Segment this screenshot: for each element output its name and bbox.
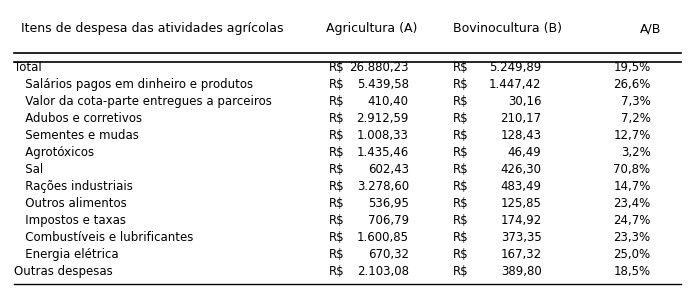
Text: 26,6%: 26,6% <box>613 78 651 91</box>
Text: R$: R$ <box>453 146 468 159</box>
Text: 5.249,89: 5.249,89 <box>489 61 541 74</box>
Text: R$: R$ <box>329 197 344 210</box>
Text: R$: R$ <box>453 95 468 108</box>
Text: Salários pagos em dinheiro e produtos: Salários pagos em dinheiro e produtos <box>14 78 253 91</box>
Text: A/B: A/B <box>640 22 661 35</box>
Text: Bovinocultura (B): Bovinocultura (B) <box>453 22 562 35</box>
Text: Valor da cota-parte entregues a parceiros: Valor da cota-parte entregues a parceiro… <box>14 95 272 108</box>
Text: R$: R$ <box>329 248 344 260</box>
Text: 426,30: 426,30 <box>500 163 541 176</box>
Text: 24,7%: 24,7% <box>613 214 651 227</box>
Text: Combustíveis e lubrificantes: Combustíveis e lubrificantes <box>14 231 193 244</box>
Text: 3.278,60: 3.278,60 <box>357 180 409 193</box>
Text: 70,8%: 70,8% <box>614 163 651 176</box>
Text: Agrotóxicos: Agrotóxicos <box>14 146 94 159</box>
Text: R$: R$ <box>453 78 468 91</box>
Text: R$: R$ <box>329 78 344 91</box>
Text: 167,32: 167,32 <box>500 248 541 260</box>
Text: 26.880,23: 26.880,23 <box>350 61 409 74</box>
Text: 373,35: 373,35 <box>501 231 541 244</box>
Text: R$: R$ <box>329 214 344 227</box>
Text: Sementes e mudas: Sementes e mudas <box>14 129 138 142</box>
Text: R$: R$ <box>329 265 344 278</box>
Text: R$: R$ <box>453 180 468 193</box>
Text: R$: R$ <box>329 129 344 142</box>
Text: 174,92: 174,92 <box>500 214 541 227</box>
Text: 23,3%: 23,3% <box>614 231 651 244</box>
Text: 14,7%: 14,7% <box>613 180 651 193</box>
Text: Total: Total <box>14 61 42 74</box>
Text: Itens de despesa das atividades agrícolas: Itens de despesa das atividades agrícola… <box>21 22 283 35</box>
Text: Sal: Sal <box>14 163 43 176</box>
Text: Adubos e corretivos: Adubos e corretivos <box>14 112 142 125</box>
Text: 3,2%: 3,2% <box>621 146 651 159</box>
Text: 25,0%: 25,0% <box>614 248 651 260</box>
Text: 125,85: 125,85 <box>500 197 541 210</box>
Text: R$: R$ <box>453 214 468 227</box>
Text: Outros alimentos: Outros alimentos <box>14 197 126 210</box>
Text: 389,80: 389,80 <box>501 265 541 278</box>
Text: 128,43: 128,43 <box>500 129 541 142</box>
Text: Rações industriais: Rações industriais <box>14 180 133 193</box>
Text: 5.439,58: 5.439,58 <box>357 78 409 91</box>
Text: 602,43: 602,43 <box>368 163 409 176</box>
Text: 210,17: 210,17 <box>500 112 541 125</box>
Text: 483,49: 483,49 <box>500 180 541 193</box>
Text: Energia elétrica: Energia elétrica <box>14 248 118 260</box>
Text: 2.912,59: 2.912,59 <box>357 112 409 125</box>
Text: Agricultura (A): Agricultura (A) <box>326 22 417 35</box>
Text: Outras despesas: Outras despesas <box>14 265 113 278</box>
Text: R$: R$ <box>329 180 344 193</box>
Text: 18,5%: 18,5% <box>614 265 651 278</box>
Text: Impostos e taxas: Impostos e taxas <box>14 214 126 227</box>
Text: R$: R$ <box>453 163 468 176</box>
Text: 12,7%: 12,7% <box>613 129 651 142</box>
Text: 7,2%: 7,2% <box>621 112 651 125</box>
Text: R$: R$ <box>329 146 344 159</box>
Text: R$: R$ <box>329 61 344 74</box>
Text: R$: R$ <box>329 95 344 108</box>
Text: 1.008,33: 1.008,33 <box>357 129 409 142</box>
Text: R$: R$ <box>329 231 344 244</box>
Text: 1.447,42: 1.447,42 <box>489 78 541 91</box>
Text: 2.103,08: 2.103,08 <box>357 265 409 278</box>
Text: R$: R$ <box>453 248 468 260</box>
Text: R$: R$ <box>453 61 468 74</box>
Text: R$: R$ <box>329 112 344 125</box>
Text: 7,3%: 7,3% <box>621 95 651 108</box>
Text: 30,16: 30,16 <box>508 95 541 108</box>
Text: 410,40: 410,40 <box>368 95 409 108</box>
Text: 536,95: 536,95 <box>368 197 409 210</box>
Text: 670,32: 670,32 <box>368 248 409 260</box>
Text: R$: R$ <box>453 231 468 244</box>
Text: 46,49: 46,49 <box>508 146 541 159</box>
Text: 1.435,46: 1.435,46 <box>357 146 409 159</box>
Text: R$: R$ <box>453 197 468 210</box>
Text: R$: R$ <box>453 129 468 142</box>
Text: R$: R$ <box>329 163 344 176</box>
Text: 1.600,85: 1.600,85 <box>357 231 409 244</box>
Text: R$: R$ <box>453 265 468 278</box>
Text: R$: R$ <box>453 112 468 125</box>
Text: 23,4%: 23,4% <box>614 197 651 210</box>
Text: 19,5%: 19,5% <box>614 61 651 74</box>
Text: 706,79: 706,79 <box>368 214 409 227</box>
